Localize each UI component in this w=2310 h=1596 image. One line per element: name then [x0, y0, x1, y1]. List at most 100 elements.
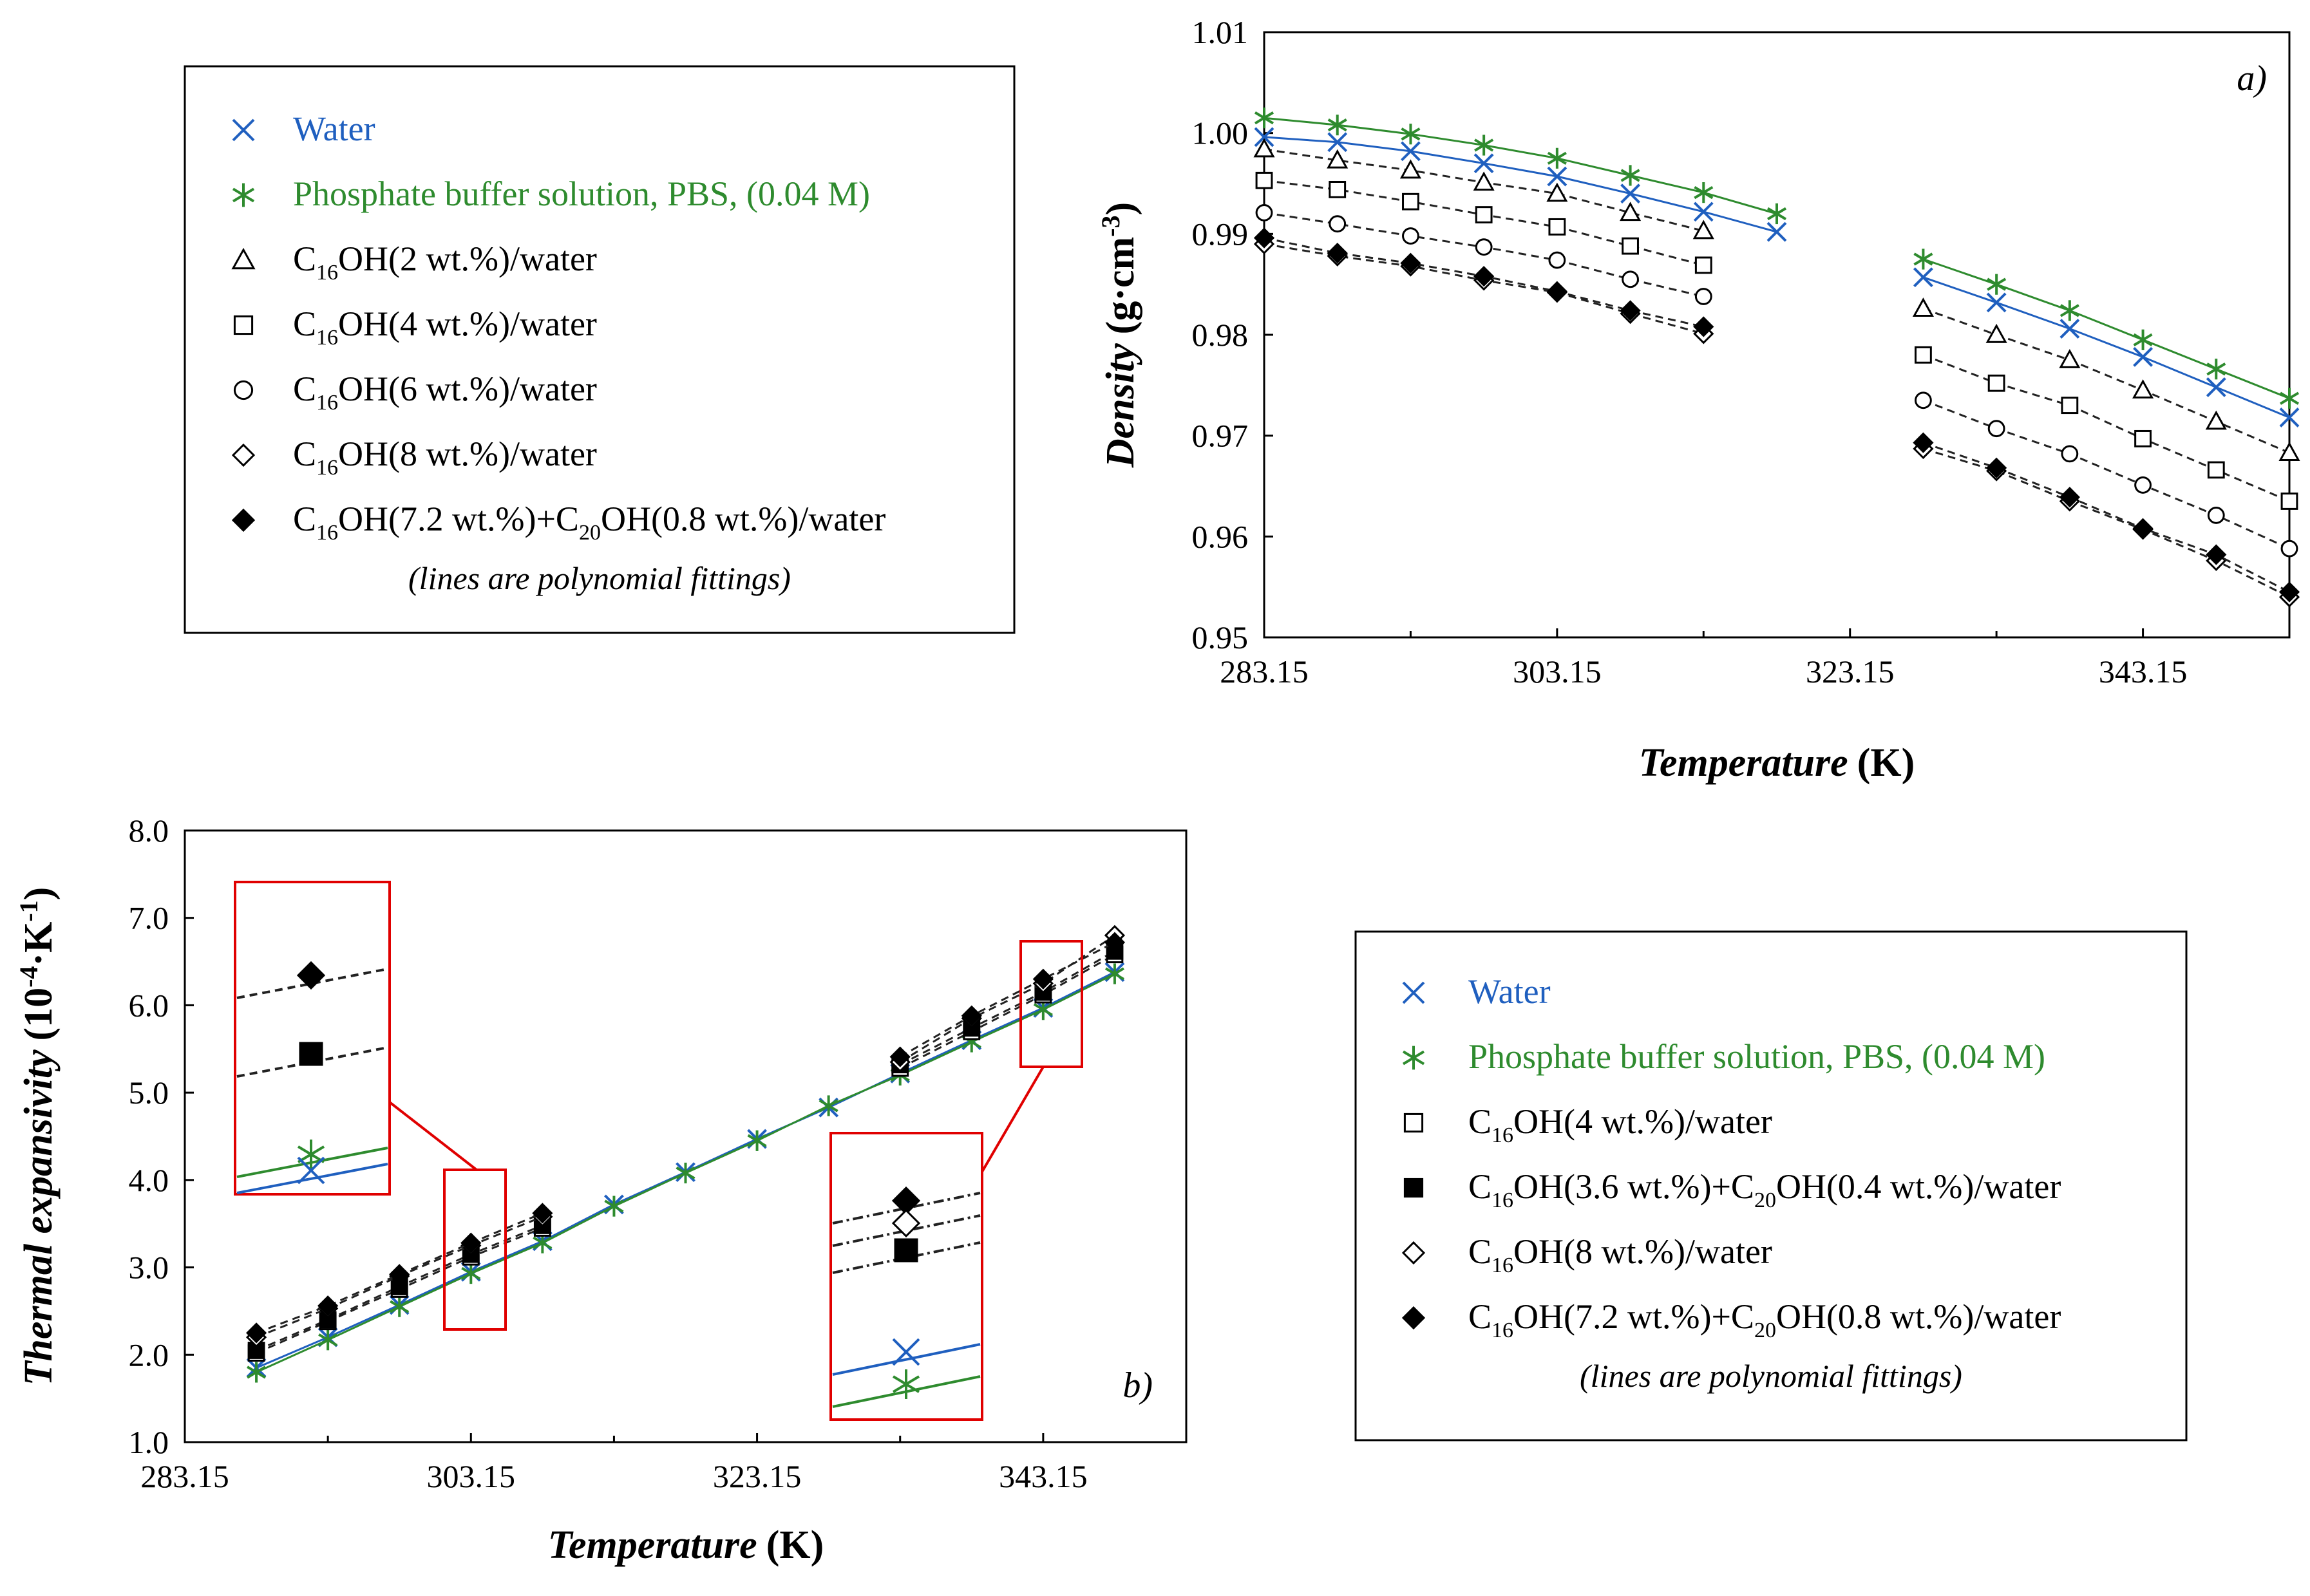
data-point [1912, 297, 1934, 317]
zoom-line [236, 1163, 388, 1194]
data-point [1985, 323, 2007, 343]
panel-a-density: 283.15 303.15 323.15 343.15 0.95 0.96 0.97 0.98… [1096, 14, 2300, 785]
data-point [389, 1264, 410, 1285]
legend-b-box [1354, 930, 2188, 1441]
legend-b: Water Phosphate buffer solution, PBS, (0.… [1401, 972, 2061, 1394]
data-point [461, 1263, 481, 1284]
data-point [390, 1296, 410, 1317]
data-point [2280, 493, 2298, 510]
data-point [1987, 374, 2005, 392]
y-tick-label: 0.96 [1192, 518, 1249, 554]
data-point [2134, 476, 2152, 494]
data-point [1987, 274, 2007, 295]
data-point [2280, 540, 2298, 558]
series-line [900, 953, 1115, 1069]
y-tick-label: 2.0 [129, 1337, 169, 1373]
legend-marker-triangle [231, 247, 256, 270]
data-point [1253, 227, 1275, 249]
legend-marker-diamond-filled [1401, 1306, 1426, 1330]
x-tick-label: 343.15 [999, 1458, 1088, 1494]
data-point [1327, 115, 1347, 136]
data-point [1546, 182, 1568, 202]
data-point [1473, 171, 1495, 191]
legend-marker-square [233, 315, 254, 335]
zoom-region-right [1019, 940, 1083, 1068]
zoom-line [832, 1192, 981, 1225]
legend-marker-square [1403, 1113, 1424, 1133]
data-point [318, 1329, 338, 1351]
data-point [1913, 249, 1933, 270]
y-tick-label: 7.0 [129, 900, 169, 936]
data-point [1915, 391, 1932, 409]
legend-entry: C16OH(4 wt.%)/water [1468, 1102, 1772, 1147]
data-point [2132, 379, 2154, 399]
y-axis-label-a: Density(g·cm-3) [1096, 202, 1142, 468]
data-point [1913, 267, 1933, 288]
series-c16oh-6-wt-water [1255, 204, 2298, 558]
series-line [1922, 276, 2290, 418]
x-tick-label: 303.15 [1513, 653, 1602, 690]
data-point [1694, 288, 1712, 305]
data-point [1401, 124, 1421, 145]
x-tick-label: 283.15 [140, 1458, 229, 1494]
data-point [1474, 135, 1494, 156]
data-point [1692, 220, 1714, 239]
data-point [1620, 300, 1641, 321]
legend-entry: C16OH(3.6 wt.%)+C20OH(0.4 wt.%)/water [1468, 1167, 2061, 1212]
data-point [1548, 251, 1566, 269]
data-point [1329, 215, 1347, 233]
data-point [2279, 408, 2300, 427]
y-tick-label: 1.00 [1192, 115, 1249, 151]
data-point [2278, 581, 2300, 603]
zoom-marker [894, 1238, 918, 1263]
data-point [2134, 429, 2152, 447]
series-line [900, 950, 1115, 1066]
series-line [1922, 442, 2290, 593]
zoom-line [832, 1343, 981, 1376]
data-point [2133, 347, 2153, 367]
data-point [1766, 221, 1787, 242]
series-c16oh-2-wt-water [1253, 138, 2300, 461]
data-point [1473, 266, 1495, 287]
data-point [676, 1162, 696, 1184]
data-point [1104, 963, 1124, 984]
data-point [1622, 237, 1639, 255]
legend-a: Water Phosphate buffer solution, PBS, (0.… [231, 109, 885, 596]
data-point [1475, 206, 1493, 223]
data-point [1693, 316, 1714, 337]
series-line [1922, 307, 2290, 454]
legend-marker-diamond [1401, 1241, 1426, 1265]
y-tick-label: 5.0 [129, 1075, 169, 1111]
legend-entry: C16OH(8 wt.%)/water [293, 435, 597, 480]
data-point [2206, 377, 2226, 397]
data-point [1104, 932, 1126, 953]
zoom-line [832, 1241, 981, 1274]
series-water [1254, 127, 2300, 427]
legend-entry: C16OH(6 wt.%)/water [293, 370, 597, 415]
data-point [1032, 968, 1054, 990]
series-line [1264, 136, 1777, 233]
data-point [2061, 445, 2079, 463]
series-c16oh-7-2-wt-c20oh-0-8-wt-water [1253, 227, 2300, 603]
data-point [2206, 544, 2227, 565]
data-point [2059, 487, 2080, 508]
plot-area-a [1263, 31, 2291, 639]
data-point [1327, 132, 1348, 153]
panel-b-thermal-expansivity: 283.15 303.15 323.15 343.15 1.0 2.0 3.0 4.0 5.0 6… [14, 812, 1188, 1567]
series-c16oh-7-2-wt-c20oh-0-8-wt-water [245, 932, 1126, 1344]
zoom-connector-left [388, 1101, 478, 1171]
data-point [961, 1005, 982, 1026]
legend-marker-star [232, 183, 255, 207]
data-point [1327, 149, 1349, 169]
series-line [1264, 117, 1777, 215]
y-tick-label: 1.0 [129, 1424, 169, 1460]
series-line [1922, 353, 2290, 502]
data-point [604, 1196, 624, 1217]
data-point [2207, 507, 2225, 524]
x-tick-label: 323.15 [713, 1458, 802, 1494]
y-tick-label: 4.0 [129, 1162, 169, 1198]
zoom-connector-right [981, 1066, 1045, 1173]
data-point [1547, 147, 1567, 169]
legend-a-box [184, 65, 1016, 634]
y-tick-label: 0.99 [1192, 216, 1249, 252]
